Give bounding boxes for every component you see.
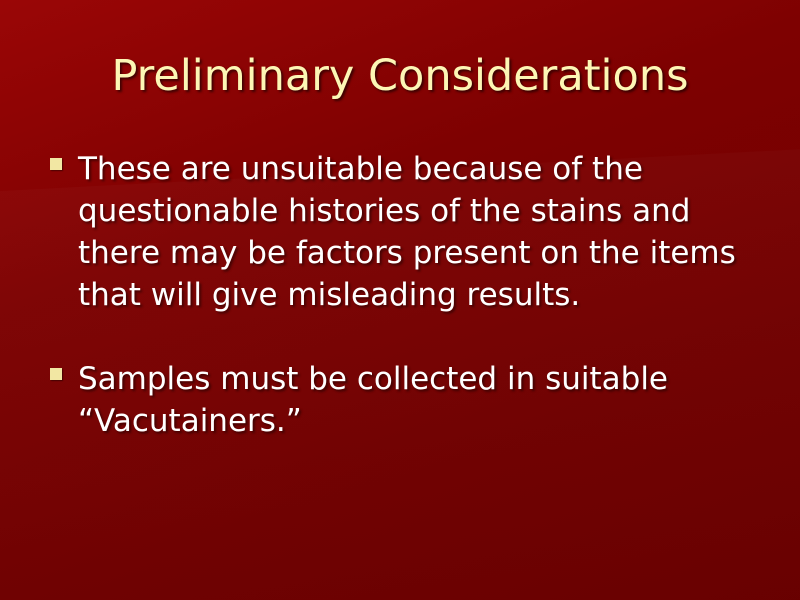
- bullet-text: These are unsuitable because of the ques…: [78, 151, 736, 313]
- square-bullet-icon: [50, 368, 62, 380]
- bullet-text: Samples must be collected in suitable “V…: [78, 361, 668, 439]
- slide-title: Preliminary Considerations: [111, 51, 689, 101]
- bullet-item: These are unsuitable because of the ques…: [48, 148, 768, 316]
- square-bullet-icon: [50, 158, 62, 170]
- bullet-list: These are unsuitable because of the ques…: [48, 148, 768, 442]
- bullet-item: Samples must be collected in suitable “V…: [48, 358, 768, 442]
